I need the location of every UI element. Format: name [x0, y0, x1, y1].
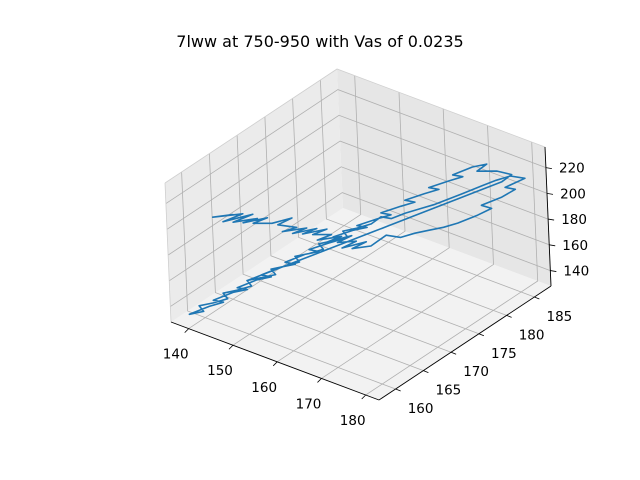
y-tick [423, 370, 429, 373]
x-axis-line [170, 321, 380, 401]
tick-marks [184, 167, 557, 400]
y-tick [506, 315, 512, 318]
x-tick-label: 170 [296, 396, 322, 412]
grid-lines [165, 75, 551, 396]
z-tick-label: 180 [561, 212, 587, 228]
y-tick [534, 296, 540, 300]
y-tick [478, 333, 485, 337]
y-tick-label: 180 [519, 327, 545, 343]
x-tick-label: 140 [163, 347, 189, 363]
back-pane [337, 69, 551, 286]
axis-lines [164, 68, 552, 401]
chart-title: 7lww at 750-950 with Vas of 0.0235 [176, 32, 464, 51]
z-gridline [165, 89, 547, 204]
series-line-0 [188, 163, 526, 316]
z-tick-label: 140 [563, 264, 589, 280]
pane-edge-left [164, 182, 172, 323]
y-tick-label: 170 [463, 364, 489, 380]
z-tick [548, 218, 555, 221]
tick-labels: 1401501601701801601651701751801851401601… [163, 161, 589, 429]
y-axis-line [378, 285, 552, 401]
z-gridline [167, 140, 549, 256]
z-gridline [166, 114, 548, 230]
x-tick [317, 378, 322, 383]
y-tick [395, 388, 401, 392]
z-tick [546, 192, 554, 195]
y-tick [450, 351, 457, 355]
y-tick-label: 185 [547, 309, 573, 325]
y-tick-label: 165 [436, 383, 462, 399]
x-tick-label: 160 [251, 380, 277, 396]
axis-panes [165, 69, 551, 400]
y-tick-label: 175 [491, 346, 517, 362]
x-tick-label: 180 [340, 413, 366, 429]
z-axis-line [544, 146, 552, 287]
x-tick-label: 150 [207, 363, 233, 379]
series-layer [188, 163, 526, 316]
z-gridline [170, 192, 551, 307]
z-tick [549, 244, 556, 247]
z-tick [545, 167, 552, 169]
z-tick-label: 200 [560, 186, 586, 202]
z-tick-label: 220 [559, 161, 585, 177]
left-pane [165, 69, 343, 322]
x-tick [361, 394, 367, 400]
y-tick-label: 160 [408, 401, 434, 417]
x-tick [272, 361, 278, 367]
x-tick [184, 328, 189, 333]
z-tick-label: 160 [562, 238, 588, 254]
z-tick [550, 270, 557, 272]
z-gridline [168, 166, 550, 282]
x-tick [228, 344, 234, 350]
floor-pane [171, 208, 551, 400]
